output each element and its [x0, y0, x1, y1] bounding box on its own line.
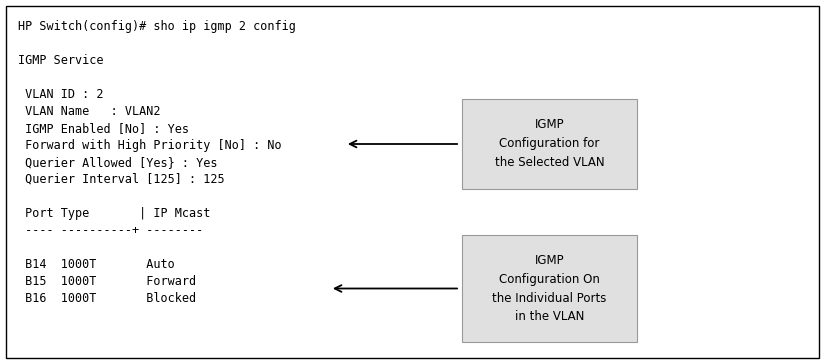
- Bar: [462, 235, 637, 342]
- Text: Port Type       | IP Mcast: Port Type | IP Mcast: [18, 207, 210, 220]
- Text: VLAN ID : 2: VLAN ID : 2: [18, 88, 103, 101]
- Text: IGMP Service: IGMP Service: [18, 54, 103, 67]
- Text: Forward with High Priority [No] : No: Forward with High Priority [No] : No: [18, 139, 281, 152]
- Text: IGMP
Configuration On
the Individual Ports
in the VLAN: IGMP Configuration On the Individual Por…: [493, 253, 606, 324]
- Text: IGMP
Configuration for
the Selected VLAN: IGMP Configuration for the Selected VLAN: [495, 119, 604, 170]
- Bar: [462, 99, 637, 189]
- Text: Querier Allowed [Yes} : Yes: Querier Allowed [Yes} : Yes: [18, 156, 218, 169]
- Text: HP Switch(config)# sho ip igmp 2 config: HP Switch(config)# sho ip igmp 2 config: [18, 20, 296, 33]
- Text: Querier Interval [125] : 125: Querier Interval [125] : 125: [18, 173, 224, 186]
- Text: B15  1000T       Forward: B15 1000T Forward: [18, 275, 196, 288]
- Text: VLAN Name   : VLAN2: VLAN Name : VLAN2: [18, 105, 161, 118]
- Text: IGMP Enabled [No] : Yes: IGMP Enabled [No] : Yes: [18, 122, 189, 135]
- Text: B14  1000T       Auto: B14 1000T Auto: [18, 258, 175, 271]
- Text: B16  1000T       Blocked: B16 1000T Blocked: [18, 292, 196, 305]
- Text: ---- ----------+ --------: ---- ----------+ --------: [18, 224, 203, 237]
